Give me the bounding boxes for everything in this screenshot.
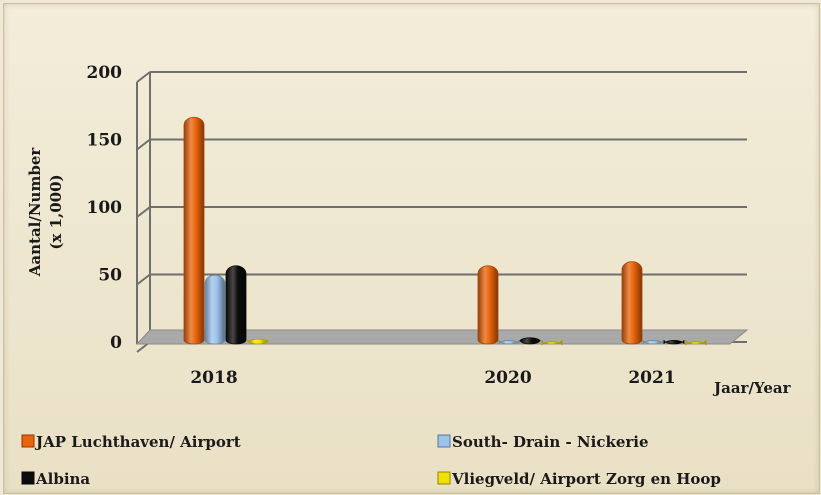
x-tick-label: 2018: [190, 368, 237, 388]
legend-label: South- Drain - Nickerie: [452, 433, 649, 451]
y-tick-label: 0: [110, 333, 122, 353]
bar: [225, 265, 247, 345]
legend-swatch: [437, 434, 451, 448]
legend-label: JAP Luchthaven/ Airport: [34, 433, 241, 451]
bar: [663, 339, 685, 345]
x-tick-label: 2021: [628, 368, 675, 388]
gridline-side: [136, 138, 151, 151]
y-tick-label: 50: [98, 266, 122, 286]
legend-label: Vliegveld/ Airport Zorg en Hoop: [451, 470, 721, 488]
bar: [477, 265, 499, 345]
bar: [621, 261, 643, 345]
bar: [642, 339, 664, 345]
gridline-side: [136, 71, 151, 83]
y-axis-subtitle: (x 1,000): [47, 174, 65, 249]
legend-label: Albina: [35, 470, 90, 488]
x-axis-title: Jaar/Year: [712, 379, 792, 397]
legend-swatch: [21, 434, 35, 448]
x-tick-label: 2020: [484, 368, 531, 388]
gridline-side: [136, 273, 151, 286]
side-wall: [137, 70, 150, 344]
legend-swatch: [437, 471, 451, 485]
y-axis-title: Aantal/Number: [26, 147, 44, 278]
gridline-side: [136, 206, 151, 218]
bar: [204, 274, 226, 345]
y-tick-label: 100: [87, 198, 123, 218]
y-tick-label: 150: [87, 131, 123, 151]
legend-swatch: [21, 471, 35, 485]
bar: [685, 339, 707, 346]
bar: [498, 339, 520, 345]
bar: [247, 338, 269, 345]
bar: [183, 116, 205, 345]
bar: [541, 339, 563, 346]
y-tick-label: 200: [87, 63, 123, 83]
bar: [519, 337, 541, 345]
chart-panel: [3, 3, 820, 494]
